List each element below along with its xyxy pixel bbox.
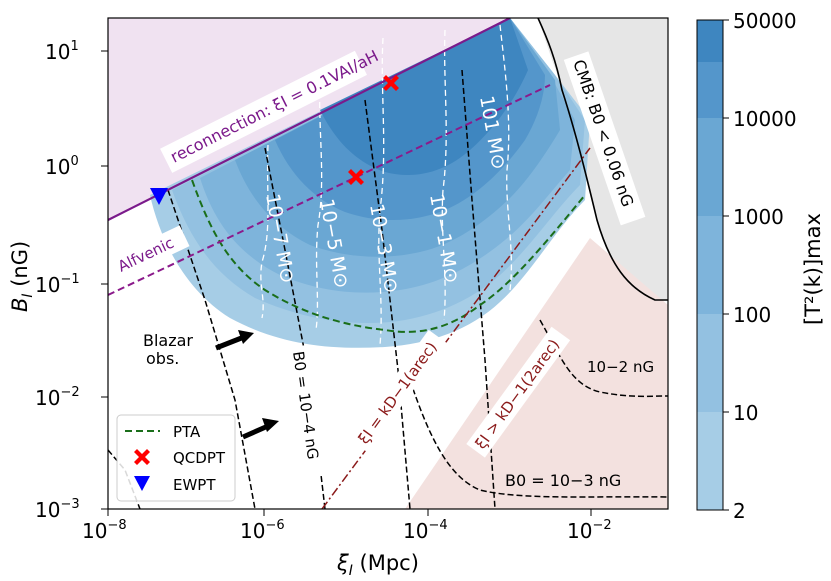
plot-content: 10−7 M⊙ 10−5 M⊙ 10−3 M⊙ 10−1 M⊙ 101 M⊙ r…: [108, 18, 668, 509]
y-axis: 10−3 10−2 10−1 100 101: [35, 39, 108, 522]
ewpt-marker: [150, 188, 168, 205]
legend-ewpt-swatch: [134, 476, 150, 491]
y-tick-label-2: 10−1: [35, 272, 80, 297]
y-axis-label: BI (nG): [8, 241, 36, 312]
y-tick-label-3: 100: [45, 154, 79, 179]
blazar-arrow-lower: [241, 418, 279, 440]
mass-contour-1e1: [499, 24, 513, 291]
colorbar-tick-4: 10000: [733, 107, 797, 131]
mass-contour-1e-5: [315, 81, 323, 331]
b0-1e4-label: B0 = 10−4 nG: [286, 344, 328, 477]
legend-qcdpt-swatch: [134, 449, 150, 465]
blazar-arrow-upper: [215, 330, 254, 351]
b0-line-c: [364, 99, 411, 509]
qcdpt-marker-upper: [383, 75, 399, 91]
alfvenic-line: [108, 84, 551, 296]
legend-qcdpt-label: QCDPT: [173, 449, 226, 467]
y-tick-label-0: 10−3: [35, 497, 80, 522]
colorbar-tick-2: 100: [733, 303, 771, 327]
x-tick-label-2: 10−4: [403, 518, 448, 543]
colorbar-tick-1: 10: [733, 401, 758, 425]
legend: PTA QCDPT EWPT: [116, 414, 236, 502]
mass-contour-1e-1: [441, 29, 447, 321]
colorbar: 2 10 100 1000 10000 50000: [696, 9, 797, 523]
blazar-label-line2: obs.: [146, 349, 179, 368]
kd-rec-label: ξI = kD−1(arec): [349, 329, 448, 453]
reconnection-line: [108, 18, 511, 221]
colorbar-tick-0: 2: [733, 499, 746, 523]
blazar-label-line1: Blazar: [143, 331, 193, 350]
x-tick-label-1: 10−6: [240, 518, 285, 543]
colorbar-tick-3: 1000: [733, 205, 784, 229]
contour-band-6: [320, 18, 528, 176]
x-tick-label-3: 10−2: [567, 518, 612, 543]
x-axis-label: ξI (Mpc): [336, 551, 419, 579]
colorbar-label: [T²(k)]max: [801, 213, 825, 325]
qcdpt-marker-lower: [348, 169, 364, 185]
x-tick-label-0: 10−8: [82, 518, 127, 543]
plot-frame: [107, 17, 669, 510]
y-tick-label-1: 10−2: [35, 385, 80, 410]
legend-ewpt-label: EWPT: [173, 476, 216, 494]
mass-contour-1e-7: [260, 144, 269, 319]
x-axis: 10−8 10−6 10−4 10−2: [82, 509, 612, 543]
colorbar-tick-5: 50000: [733, 9, 797, 33]
legend-pta-label: PTA: [173, 423, 201, 441]
svg-text:ξI = kD−1(arec): ξI = kD−1(arec): [355, 339, 441, 448]
b0-1e3-label: B0 = 10−3 nG: [505, 471, 621, 490]
cmb-boundary: [537, 18, 668, 301]
b0-1e-3-curve: [409, 379, 668, 498]
b0-1e2-label: 10−2 nG: [587, 358, 654, 376]
y-tick-label-4: 101: [45, 39, 79, 64]
